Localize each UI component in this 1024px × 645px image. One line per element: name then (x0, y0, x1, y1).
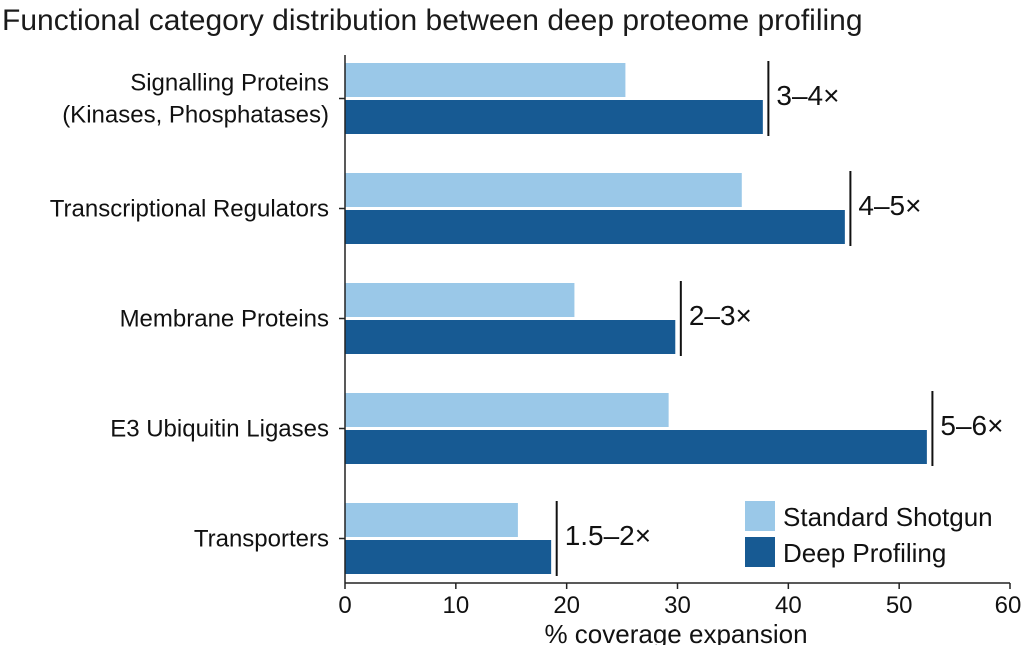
x-tick-label-20: 20 (553, 592, 580, 619)
x-tick-label-60: 60 (995, 592, 1022, 619)
x-tick-label-40: 40 (775, 592, 802, 619)
x-tick-label-30: 30 (664, 592, 691, 619)
bar-standard-2 (345, 283, 575, 317)
legend-label-1: Deep Profiling (783, 538, 946, 568)
bar-standard-3 (345, 393, 669, 427)
bar-deep-1 (345, 210, 845, 244)
annotation-label-2: 2–3× (689, 300, 752, 331)
bar-deep-3 (345, 430, 927, 464)
bar-standard-1 (345, 173, 742, 207)
x-tick-label-10: 10 (442, 592, 469, 619)
chart-title: Functional category distribution between… (2, 4, 863, 37)
annotation-label-1: 4–5× (858, 190, 921, 221)
bar-standard-0 (345, 63, 626, 97)
category-labels-layer: Signalling Proteins (Kinases, Phosphatase… (50, 70, 329, 553)
x-axis-label: % coverage expansion (544, 619, 807, 645)
legend: Standard Shotgun Deep Profiling (745, 501, 993, 568)
category-label-0-line-0: Signalling Proteins (130, 70, 329, 97)
bar-deep-4 (345, 540, 552, 574)
annotations-layer: 3–4× 4–5× 2–3× 5–6× 1.5–2× (555, 61, 1003, 576)
category-label-3: E3 Ubiquitin Ligases (110, 416, 329, 443)
bar-standard-4 (345, 503, 518, 537)
category-label-1: Transcriptional Regulators (50, 196, 329, 223)
bars-layer (345, 63, 927, 574)
x-tick-label-0: 0 (338, 592, 351, 619)
annotation-label-0: 3–4× (776, 80, 839, 111)
annotation-label-3: 5–6× (940, 410, 1003, 441)
bar-deep-0 (345, 100, 763, 134)
legend-swatch-1 (745, 537, 775, 567)
legend-label-0: Standard Shotgun (783, 502, 993, 532)
annotation-label-4: 1.5–2× (565, 520, 651, 551)
category-label-4: Transporters (194, 526, 329, 553)
category-label-0-line-1: (Kinases, Phosphatases) (62, 102, 329, 129)
axes-layer: 0 10 20 30 40 50 60 (338, 55, 1021, 619)
legend-swatch-0 (745, 501, 775, 531)
bar-deep-2 (345, 320, 676, 354)
category-label-2: Membrane Proteins (120, 306, 329, 333)
x-tick-label-50: 50 (886, 592, 913, 619)
